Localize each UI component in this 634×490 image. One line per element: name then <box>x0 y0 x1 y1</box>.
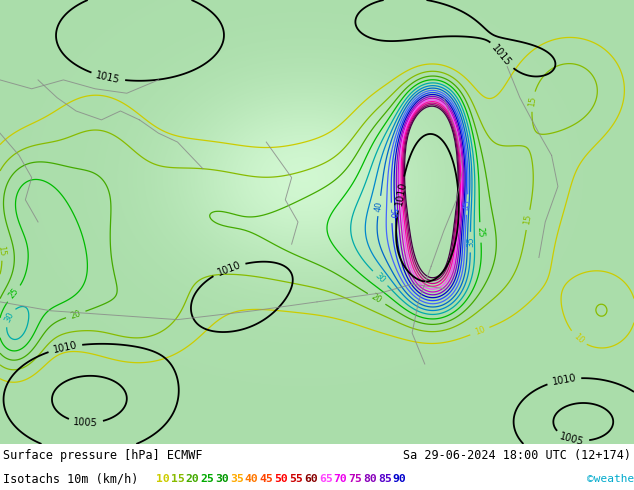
Text: 1015: 1015 <box>490 43 514 68</box>
Text: 10: 10 <box>571 332 585 345</box>
Text: 40: 40 <box>374 200 384 212</box>
Text: Isotachs 10m (km/h): Isotachs 10m (km/h) <box>3 472 138 486</box>
Text: 35: 35 <box>230 474 243 484</box>
Text: 30: 30 <box>3 311 15 324</box>
Text: 30: 30 <box>215 474 229 484</box>
Text: 75: 75 <box>349 474 362 484</box>
Text: 45: 45 <box>462 199 472 210</box>
Text: 25: 25 <box>200 474 214 484</box>
Text: 20: 20 <box>69 309 82 320</box>
Text: 30: 30 <box>373 271 387 285</box>
Text: 40: 40 <box>245 474 259 484</box>
Text: 55: 55 <box>289 474 303 484</box>
Text: 1010: 1010 <box>216 260 242 278</box>
Text: 1005: 1005 <box>74 417 98 428</box>
Text: 45: 45 <box>259 474 273 484</box>
Text: 65: 65 <box>319 474 333 484</box>
Text: 90: 90 <box>393 474 406 484</box>
Text: 1010: 1010 <box>394 180 408 206</box>
Text: 15: 15 <box>522 214 533 226</box>
Text: 1010: 1010 <box>551 373 577 387</box>
Text: 10: 10 <box>156 474 170 484</box>
Text: 70: 70 <box>333 474 347 484</box>
Text: Surface pressure [hPa] ECMWF: Surface pressure [hPa] ECMWF <box>3 449 202 463</box>
Text: 25: 25 <box>7 287 21 300</box>
Text: 50: 50 <box>275 474 288 484</box>
Text: Sa 29-06-2024 18:00 UTC (12+174): Sa 29-06-2024 18:00 UTC (12+174) <box>403 449 631 463</box>
Text: 20: 20 <box>370 293 384 305</box>
Text: 15: 15 <box>0 245 6 256</box>
Text: 1010: 1010 <box>52 340 78 355</box>
Text: 50: 50 <box>387 208 396 219</box>
Text: 85: 85 <box>378 474 392 484</box>
Text: 35: 35 <box>466 237 475 247</box>
Text: 10: 10 <box>474 325 486 337</box>
Text: 15: 15 <box>171 474 184 484</box>
Text: 1005: 1005 <box>559 431 585 447</box>
Text: 25: 25 <box>476 227 485 238</box>
Text: ©weatheronline.co.uk: ©weatheronline.co.uk <box>587 474 634 484</box>
Text: 20: 20 <box>186 474 199 484</box>
Text: 15: 15 <box>527 96 538 107</box>
Text: 1015: 1015 <box>95 70 121 85</box>
Text: 60: 60 <box>304 474 318 484</box>
Text: 80: 80 <box>363 474 377 484</box>
